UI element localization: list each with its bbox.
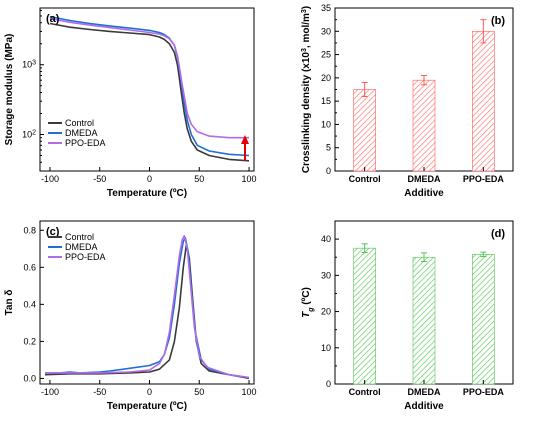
y-axis-label: Tan δ — [4, 290, 15, 316]
y-tick-label: 0.6 — [23, 262, 36, 272]
y-tick-label: 10 — [321, 119, 331, 129]
y-label-subscript: g — [308, 307, 315, 313]
legend-label: PPO-EDA — [65, 252, 106, 262]
legend-label: Control — [65, 232, 94, 242]
x-tick-label: 50 — [194, 174, 204, 184]
y-label-superscript: 3 — [301, 9, 308, 13]
x-tick-label: 100 — [242, 387, 257, 397]
x-tick-label: -100 — [41, 174, 59, 184]
y-tick-label: 20 — [321, 73, 331, 83]
plot-frame — [39, 220, 255, 385]
y-axis-label: Storage modulus (MPa) — [4, 34, 15, 146]
y-tick-base: 10 — [22, 60, 32, 70]
x-tick-label: DMEDA — [408, 387, 441, 397]
y-tick-label: 0.0 — [23, 373, 36, 383]
x-tick-label: -50 — [93, 387, 106, 397]
legend-label: Control — [65, 118, 94, 128]
series-line-ppo-eda — [49, 17, 249, 139]
series-line-control — [44, 244, 250, 380]
panel-label: (c) — [46, 226, 60, 238]
bar-dmeda — [412, 79, 436, 172]
panel-d-tg-chart: 0 10 20 30 40 Control DMEDA PPO-EDA Additive Tg (… — [301, 220, 514, 412]
x-tick-label: PPO-EDA — [463, 387, 505, 397]
bar-control — [353, 247, 376, 385]
bar-control — [353, 89, 376, 172]
x-axis-label: Temperature (ºC) — [107, 188, 187, 199]
y-label-text: ) — [301, 6, 312, 9]
x-tick-label: Control — [349, 174, 381, 184]
x-axis-label: Additive — [404, 188, 444, 199]
y-label-superscript: 3 — [301, 48, 308, 52]
panel-c-tan-delta-chart: -100 -50 0 50 100 0.0 0.2 0.4 0.6 0.8 Temperature … — [4, 220, 257, 412]
x-axis-label: Temperature (ºC) — [107, 401, 187, 412]
bar-ppo-eda — [472, 254, 495, 385]
x-tick-label: Control — [349, 387, 381, 397]
panel-label: (d) — [491, 228, 505, 240]
legend-label: DMEDA — [65, 128, 98, 138]
y-tick-label: 102 — [22, 129, 36, 140]
x-axis-label: Additive — [404, 401, 444, 412]
series-line-control — [49, 22, 250, 162]
panel-label: (b) — [491, 15, 505, 27]
y-tick-label: 0 — [326, 379, 331, 389]
x-tick-label: 50 — [194, 387, 204, 397]
y-tick-label: 15 — [321, 96, 331, 106]
y-tick-base: 10 — [22, 130, 32, 140]
y-tick-label: 0.8 — [23, 225, 36, 235]
x-tick-label: 100 — [242, 174, 257, 184]
y-tick-label: 0.2 — [23, 336, 36, 346]
x-tick-label: DMEDA — [408, 174, 441, 184]
arrow-head — [241, 135, 249, 145]
bar-dmeda — [412, 256, 436, 385]
x-tick-label: 0 — [147, 387, 152, 397]
plot-frame — [39, 7, 255, 172]
y-tick-exponent: 3 — [32, 59, 36, 66]
y-tick-label: 5 — [326, 143, 331, 153]
y-tick-label: 25 — [321, 50, 331, 60]
y-tick-label: 0.4 — [23, 299, 36, 309]
y-axis-label: Tg (ºC) — [301, 287, 315, 318]
series-line-ppo-eda — [45, 235, 250, 379]
y-tick-label: 0 — [326, 166, 331, 176]
x-tick-label: 0 — [147, 174, 152, 184]
y-tick-exponent: 2 — [32, 129, 36, 136]
x-tick-label: -50 — [93, 174, 106, 184]
y-label-unit: (ºC) — [301, 287, 312, 307]
y-tick-label: 40 — [321, 234, 331, 244]
panel-b-crosslinking-density-chart: 0 5 10 15 20 25 30 35 Control DMEDA PPO-EDA Additiv… — [301, 3, 514, 199]
x-tick-label: PPO-EDA — [463, 174, 505, 184]
y-tick-label: 35 — [321, 3, 331, 13]
bar-ppo-eda — [472, 30, 495, 172]
y-tick-label: 30 — [321, 26, 331, 36]
legend-label: PPO-EDA — [65, 138, 106, 148]
y-tick-label: 30 — [321, 270, 331, 280]
y-axis-label: Crosslinking density (x103, mol/m3) — [301, 6, 313, 173]
panel-label: (a) — [46, 13, 60, 25]
y-label-text: Crosslinking density (x10 — [301, 52, 312, 174]
y-label-t: T — [301, 311, 312, 318]
y-tick-label: 10 — [321, 343, 331, 353]
legend-label: DMEDA — [65, 242, 98, 252]
x-tick-label: -100 — [41, 387, 59, 397]
y-tick-label: 103 — [22, 59, 36, 70]
y-label-text: , mol/m — [301, 13, 312, 48]
y-tick-label: 20 — [321, 307, 331, 317]
